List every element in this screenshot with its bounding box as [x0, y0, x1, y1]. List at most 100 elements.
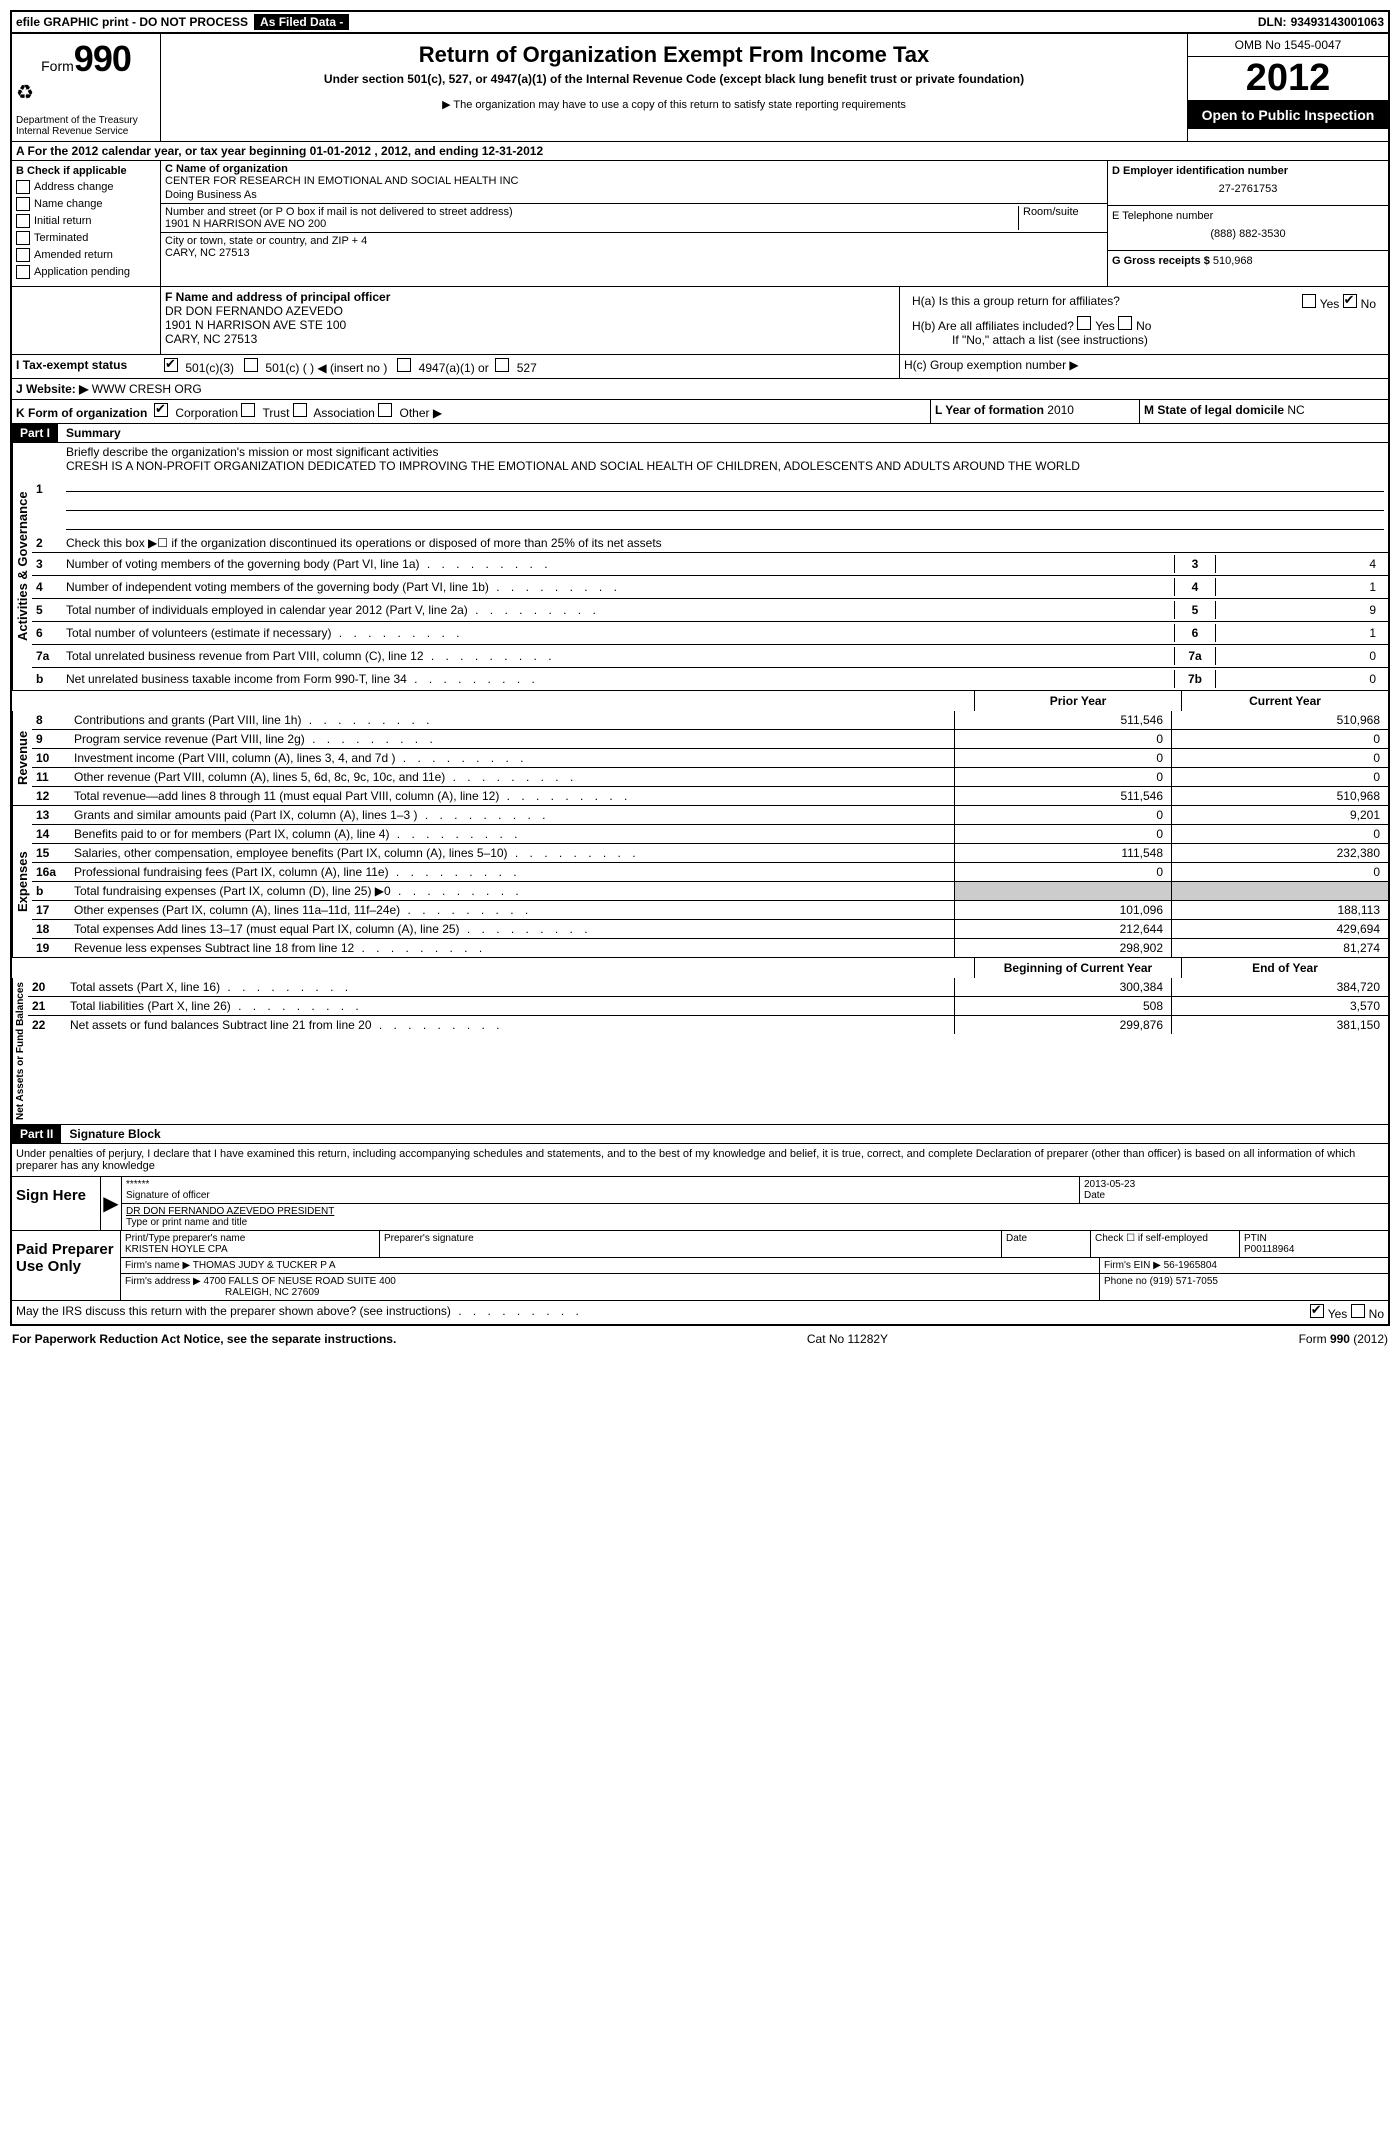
- section-b: B Check if applicable Address change Nam…: [12, 161, 161, 286]
- cb-terminated[interactable]: Terminated: [16, 231, 156, 245]
- hb-row: H(b) Are all affiliates included? Yes No…: [904, 312, 1384, 351]
- discuss-no[interactable]: [1351, 1304, 1365, 1318]
- part2-header: Part II: [12, 1125, 61, 1143]
- expenses-label: Expenses: [12, 806, 32, 957]
- mission-text: CRESH IS A NON-PROFIT ORGANIZATION DEDIC…: [66, 459, 1080, 473]
- ptin-value: P00118964: [1244, 1244, 1384, 1255]
- gov-line: 6Total number of volunteers (estimate if…: [32, 621, 1388, 644]
- firm-city: RALEIGH, NC 27609: [125, 1287, 1095, 1298]
- footer-left: For Paperwork Reduction Act Notice, see …: [12, 1332, 396, 1346]
- phone-label: E Telephone number: [1112, 210, 1384, 222]
- fin-line: 13Grants and similar amounts paid (Part …: [32, 806, 1388, 824]
- cb-label: Address change: [34, 181, 114, 193]
- hb-yes[interactable]: [1077, 316, 1091, 330]
- m-value: NC: [1287, 403, 1304, 417]
- sign-here-label: Sign Here: [12, 1177, 100, 1230]
- opt-text: 501(c) ( ) ◀ (insert no ): [265, 361, 387, 375]
- ha-yes[interactable]: [1302, 294, 1316, 308]
- discuss-text: May the IRS discuss this return with the…: [12, 1301, 1240, 1324]
- cb-pending[interactable]: Application pending: [16, 265, 156, 279]
- row-i: I Tax-exempt status 501(c)(3) 501(c) ( )…: [12, 354, 1388, 378]
- fin-line: 20Total assets (Part X, line 16)300,3843…: [28, 978, 1388, 996]
- section-c: C Name of organization CENTER FOR RESEAR…: [161, 161, 1107, 286]
- cb-corp[interactable]: [154, 403, 168, 417]
- firm-name-label: Firm's name ▶: [125, 1260, 190, 1271]
- footer: For Paperwork Reduction Act Notice, see …: [10, 1326, 1390, 1352]
- cb-address-change[interactable]: Address change: [16, 180, 156, 194]
- paid-preparer-label: Paid Preparer Use Only: [12, 1231, 120, 1300]
- fin-line: 12Total revenue—add lines 8 through 11 (…: [32, 786, 1388, 805]
- dept-irs: Internal Revenue Service: [16, 126, 156, 137]
- cb-527[interactable]: [495, 358, 509, 372]
- fin-line: 22Net assets or fund balances Subtract l…: [28, 1015, 1388, 1034]
- form-number-text: 990: [74, 38, 131, 79]
- form-title: Return of Organization Exempt From Incom…: [169, 42, 1179, 68]
- dba-label: Doing Business As: [165, 189, 1103, 201]
- cb-other[interactable]: [378, 403, 392, 417]
- firm-addr-label: Firm's address ▶: [125, 1276, 201, 1287]
- footer-right: Form 990 (2012): [1299, 1332, 1388, 1346]
- phone-row: E Telephone number (888) 882-3530: [1108, 206, 1388, 251]
- f-city: CARY, NC 27513: [165, 332, 895, 346]
- paid-preparer-section: Paid Preparer Use Only Print/Type prepar…: [12, 1230, 1388, 1300]
- hb-no[interactable]: [1118, 316, 1132, 330]
- f-name: DR DON FERNANDO AZEVEDO: [165, 304, 895, 318]
- cb-501c[interactable]: [244, 358, 258, 372]
- l-value: 2010: [1047, 403, 1074, 417]
- header-center: Return of Organization Exempt From Incom…: [161, 34, 1188, 141]
- i-label: I Tax-exempt status: [12, 355, 160, 378]
- form-number: Form990: [16, 38, 156, 80]
- firm-ein-label: Firm's EIN ▶: [1104, 1260, 1161, 1271]
- form-label: Form: [41, 58, 74, 74]
- fin-line: 19Revenue less expenses Subtract line 18…: [32, 938, 1388, 957]
- cb-501c3[interactable]: [164, 358, 178, 372]
- firm-ein: 56-1965804: [1164, 1260, 1217, 1271]
- hb-text: H(b) Are all affiliates included?: [912, 319, 1074, 333]
- cb-initial-return[interactable]: Initial return: [16, 214, 156, 228]
- ha-no[interactable]: [1343, 294, 1357, 308]
- info-grid: B Check if applicable Address change Nam…: [12, 160, 1388, 286]
- officer-name: DR DON FERNANDO AZEVEDO PRESIDENT: [126, 1206, 1384, 1217]
- governance-label: Activities & Governance: [12, 443, 32, 690]
- sig-stars: ******: [126, 1179, 1075, 1190]
- org-name-row: C Name of organization CENTER FOR RESEAR…: [161, 161, 1107, 204]
- sig-officer-label: Signature of officer: [126, 1190, 1075, 1201]
- cb-name-change[interactable]: Name change: [16, 197, 156, 211]
- cb-trust[interactable]: [241, 403, 255, 417]
- prep-name-label: Print/Type preparer's name: [125, 1233, 375, 1244]
- footer-center: Cat No 11282Y: [807, 1332, 888, 1346]
- gross-row: G Gross receipts $ 510,968: [1108, 251, 1388, 271]
- cb-4947[interactable]: [397, 358, 411, 372]
- ha-row: H(a) Is this a group return for affiliat…: [904, 290, 1384, 312]
- top-bar: efile GRAPHIC print - DO NOT PROCESS As …: [10, 10, 1390, 34]
- line-1: 1 Briefly describe the organization's mi…: [32, 443, 1388, 534]
- cb-label: Application pending: [34, 266, 130, 278]
- phone-value: (888) 882-3530: [1112, 222, 1384, 246]
- k-label: K Form of organization: [16, 406, 147, 420]
- discuss-yes[interactable]: [1310, 1304, 1324, 1318]
- gov-line: 5Total number of individuals employed in…: [32, 598, 1388, 621]
- prior-year-header: Prior Year: [974, 691, 1181, 711]
- ein-label: D Employer identification number: [1112, 165, 1384, 177]
- dln-label: DLN:: [1258, 15, 1287, 29]
- firm-name: THOMAS JUDY & TUCKER P A: [193, 1260, 336, 1271]
- year-header: Prior Year Current Year: [12, 690, 1388, 711]
- opt-text: Corporation: [175, 406, 238, 420]
- net-label: Net Assets or Fund Balances: [12, 978, 28, 1124]
- tax-year: 2012: [1188, 57, 1388, 101]
- org-name: CENTER FOR RESEARCH IN EMOTIONAL AND SOC…: [165, 175, 1103, 187]
- header-right: OMB No 1545-0047 2012 Open to Public Ins…: [1188, 34, 1388, 141]
- firm-phone-label: Phone no: [1104, 1276, 1147, 1287]
- fin-line: 10Investment income (Part VIII, column (…: [32, 748, 1388, 767]
- ha-text: H(a) Is this a group return for affiliat…: [912, 294, 1120, 308]
- line-num: 1: [36, 482, 66, 496]
- sig-date: 2013-05-23: [1084, 1179, 1384, 1190]
- part2-title: Signature Block: [61, 1125, 168, 1143]
- sign-here-section: Sign Here ▶ ****** Signature of officer …: [12, 1176, 1388, 1230]
- cb-label: Initial return: [34, 215, 91, 227]
- fin-line: 16aProfessional fundraising fees (Part I…: [32, 862, 1388, 881]
- cb-amended[interactable]: Amended return: [16, 248, 156, 262]
- cb-assoc[interactable]: [293, 403, 307, 417]
- gross-value: 510,968: [1213, 255, 1253, 267]
- firm-phone: (919) 571-7055: [1150, 1276, 1218, 1287]
